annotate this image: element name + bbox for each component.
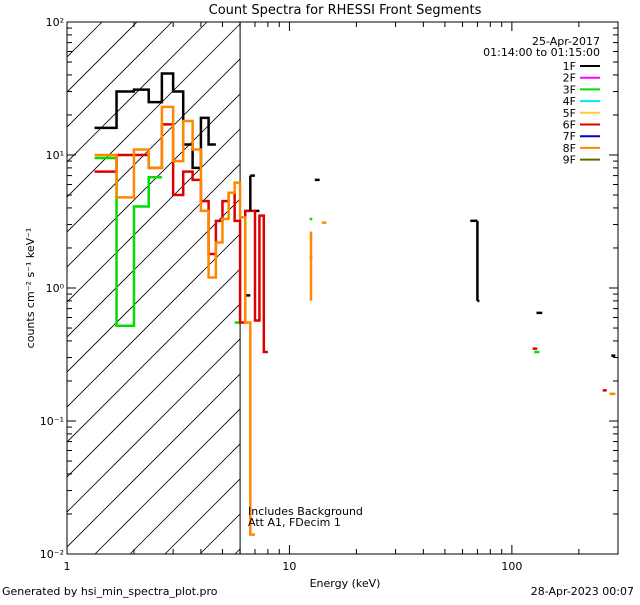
series-line-1F — [94, 72, 216, 170]
footer-timestamp: 28-Apr-2023 00:07 — [531, 585, 634, 598]
y-axis-label: counts cm⁻² s⁻¹ keV⁻¹ — [24, 228, 37, 349]
legend-label: 5F — [563, 107, 576, 120]
annotation-background: Includes Background — [248, 505, 363, 518]
hatch-line — [67, 22, 313, 268]
x-axis-label: Energy (keV) — [310, 577, 381, 590]
x-tick-label: 100 — [501, 560, 522, 573]
legend-label: 4F — [563, 95, 576, 108]
y-tick-label: 10⁻² — [40, 548, 64, 561]
chart-title: Count Spectra for RHESSI Front Segments — [209, 3, 482, 18]
legend-label: 9F — [563, 154, 576, 167]
series-1F — [94, 72, 616, 357]
x-tick-label: 1 — [64, 560, 71, 573]
time-range-label: 01:14:00 to 01:15:00 — [483, 46, 600, 59]
axis-layer: 1 10 100 10⁻² 10⁻¹ 10⁰ 10¹ 10² — [40, 16, 619, 573]
hatch-mask — [240, 22, 618, 554]
y-tick-label: 10² — [46, 16, 64, 29]
x-tick-label: 10 — [282, 560, 296, 573]
legend-label: 7F — [563, 130, 576, 143]
legend-label: 1F — [563, 60, 576, 73]
hatch-line — [67, 22, 243, 198]
footer-generator: Generated by hsi_min_spectra_plot.pro — [2, 585, 218, 598]
background-hatch-region — [67, 22, 618, 554]
hatch-line — [67, 22, 173, 128]
y-tick-label: 10⁰ — [46, 282, 65, 295]
hatch-line — [67, 22, 278, 233]
date-label: 25-Apr-2017 — [532, 35, 600, 48]
hatch-line — [67, 22, 208, 163]
series-layer — [94, 72, 616, 536]
series-line-3F — [94, 156, 162, 328]
legend-label: 3F — [563, 83, 576, 96]
legend-label: 6F — [563, 119, 576, 132]
legend-label: 2F — [563, 72, 576, 85]
y-tick-label: 10⁻¹ — [40, 415, 64, 428]
series-line-8F — [94, 105, 255, 536]
legend-label: 8F — [563, 142, 576, 155]
annotation-attenuator: Att A1, FDecim 1 — [248, 516, 341, 529]
y-tick-label: 10¹ — [46, 149, 64, 162]
